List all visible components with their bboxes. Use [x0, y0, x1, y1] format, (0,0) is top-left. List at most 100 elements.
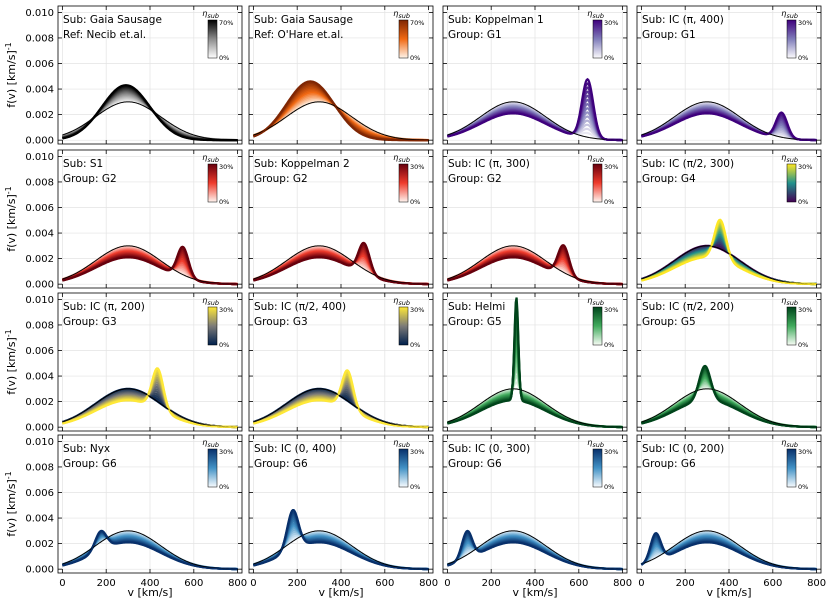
colorbar-min-label: 0%	[604, 483, 614, 491]
x-tick-label: 800	[613, 578, 632, 589]
colorbar-max-label: 30%	[604, 19, 618, 27]
y-tick-label: 0.008	[25, 33, 54, 44]
x-tick-label: 800	[419, 578, 438, 589]
curve-band	[447, 529, 623, 571]
panel: Sub: Gaia Sausage Ref: O'Hare et.al. ηsub7…	[248, 5, 434, 145]
panel: 0 200 400 600 800 0.000 0.002 0.004 0.006 0.008 0.…	[25, 434, 247, 589]
panel-group-label: Group: G1	[642, 29, 696, 41]
colorbar-max-label: 30%	[219, 163, 233, 171]
colorbar-min-label: 0%	[410, 341, 420, 349]
max-eta-curve	[447, 530, 623, 570]
y-tick-label: 0.006	[25, 59, 54, 70]
colorbar-title: ηsub	[587, 153, 604, 164]
max-eta-curve	[253, 80, 429, 141]
y-axis-title-sup: -1	[4, 471, 13, 479]
colorbar	[207, 306, 218, 346]
colorbar-max-label: 30%	[219, 448, 233, 456]
x-tick-label: 0	[59, 578, 65, 589]
curve-band	[641, 100, 817, 142]
x-tick-label: 0	[638, 578, 644, 589]
colorbar	[398, 19, 409, 59]
y-tick-label: 0.000	[25, 423, 54, 434]
colorbar	[207, 163, 218, 203]
colorbar-max-label: 30%	[410, 163, 424, 171]
y-tick-label: 0.010	[25, 437, 54, 448]
shm-curve	[641, 101, 817, 141]
panel-subhalo-label: Sub: IC (π, 300)	[448, 158, 530, 170]
panel-group-label: Group: G6	[642, 458, 696, 470]
colorbar	[398, 306, 409, 346]
y-tick-label: 0.000	[25, 280, 54, 291]
panel-group-label: Group: G6	[448, 458, 502, 470]
shm-curve	[62, 101, 238, 141]
max-eta-curve	[641, 219, 817, 285]
panel-subhalo-label: Sub: S1	[63, 158, 103, 170]
colorbar-title: ηsub	[587, 438, 604, 449]
colorbar-title: ηsub	[781, 296, 798, 307]
panel-subhalo-label: Sub: Gaia Sausage	[63, 14, 162, 26]
max-eta-curve	[447, 244, 623, 285]
y-tick-label: 0.004	[25, 229, 54, 240]
panel: 0 200 400 600 800 Sub: IC (0, 300) Group: G6 ηs…	[442, 434, 632, 589]
shm-curve	[253, 530, 429, 570]
curve-band	[641, 364, 817, 429]
max-eta-curve	[641, 365, 817, 428]
x-tick-label: 400	[331, 578, 350, 589]
panel-subhalo-label: Sub: Koppelman 1	[448, 14, 544, 26]
panel-group-label: Group: G3	[254, 316, 308, 328]
x-tick-label: 600	[569, 578, 588, 589]
colorbar-min-label: 0%	[410, 54, 420, 62]
curve-band	[253, 80, 429, 142]
y-tick-label: 0.004	[25, 372, 54, 383]
curve-band	[447, 77, 623, 142]
shm-curve	[62, 388, 238, 428]
max-eta-curve	[62, 367, 238, 428]
y-axis-title: f(v) [km/s]-1	[4, 42, 18, 108]
max-eta-curve	[253, 242, 429, 285]
panel-group-label: Group: G2	[448, 173, 502, 185]
colorbar-title: ηsub	[781, 9, 798, 20]
x-axis-title: v [km/s]	[706, 586, 751, 599]
shm-curve	[641, 245, 817, 285]
max-eta-curve	[62, 530, 238, 570]
y-tick-label: 0.008	[25, 462, 54, 473]
max-eta-curve	[62, 246, 238, 285]
y-tick-label: 0.002	[25, 254, 54, 265]
curve-band	[640, 529, 817, 571]
max-eta-curve	[447, 78, 623, 141]
colorbar-title: ηsub	[393, 9, 410, 20]
x-tick-label: 400	[525, 578, 544, 589]
y-axis-title-sup: -1	[4, 329, 13, 337]
max-eta-curve	[253, 509, 429, 570]
panel-group-label: Group: G6	[63, 458, 117, 470]
colorbar	[207, 448, 218, 488]
panel-subhalo-label: Sub: IC (0, 300)	[448, 443, 530, 455]
colorbar-min-label: 0%	[219, 198, 229, 206]
panel-subhalo-label: Sub: IC (π/2, 400)	[254, 301, 346, 313]
x-tick-label: 200	[97, 578, 116, 589]
y-axis-title-text: f(v) [km/s]	[5, 194, 18, 252]
curve-band	[447, 297, 623, 429]
colorbar-min-label: 0%	[219, 341, 229, 349]
colorbar-title: ηsub	[781, 438, 798, 449]
colorbar-max-label: 30%	[604, 163, 618, 171]
colorbar-min-label: 0%	[798, 341, 808, 349]
colorbar-min-label: 0%	[604, 341, 614, 349]
curve-band	[62, 529, 238, 571]
colorbar-title: ηsub	[202, 296, 219, 307]
colorbar-max-label: 30%	[798, 448, 812, 456]
y-tick-label: 0.006	[25, 488, 54, 499]
curve-band	[253, 369, 429, 429]
colorbar	[592, 163, 603, 203]
y-tick-label: 0.008	[25, 177, 54, 188]
x-tick-label: 600	[375, 578, 394, 589]
panel-group-label: Group: G1	[448, 29, 502, 41]
panel-subhalo-label: Sub: IC (0, 200)	[642, 443, 724, 455]
shm-curve	[641, 530, 817, 570]
